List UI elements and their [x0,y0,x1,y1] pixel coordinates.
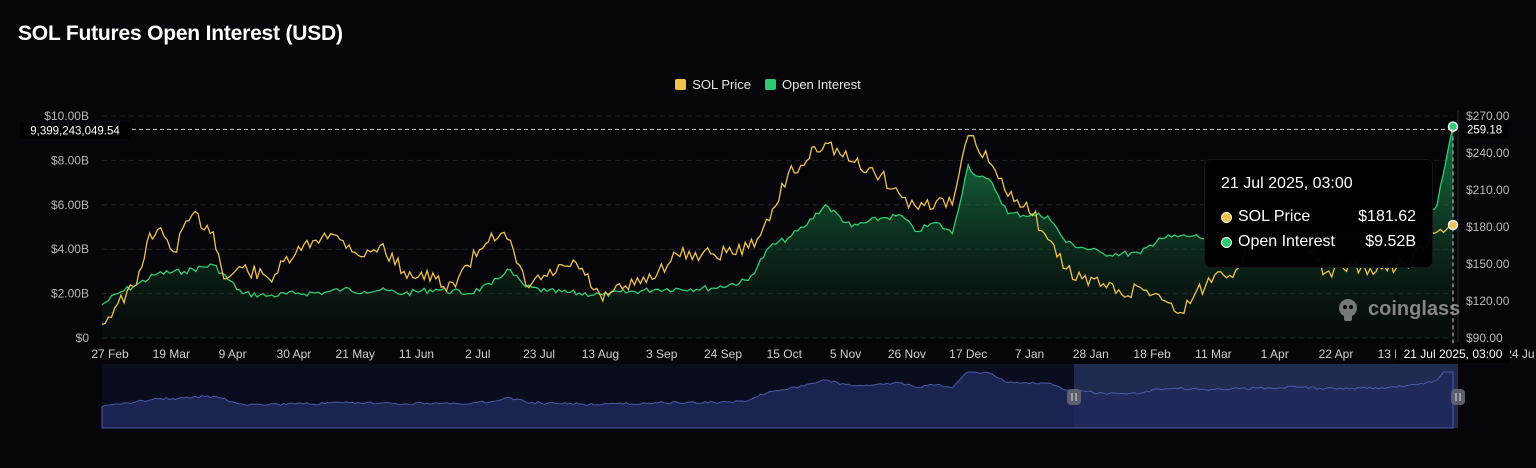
open-interest-area [102,126,1453,338]
x-tick-label: 19 Mar [153,347,190,361]
x-tick-label: 5 Nov [830,347,861,361]
chart-legend: SOL Price Open Interest [0,77,1536,92]
crosshair-right-label: 259.18 [1467,125,1502,137]
tooltip-row-sol-price: SOL Price $181.62 [1221,208,1416,226]
navigator-area [101,371,1454,429]
y-axis-left: $0 $2.00B $4.00B $6.00B $8.00B $10.00B [44,109,89,345]
navigator-handle-left[interactable] [1067,389,1081,405]
x-tick-label: 1 Apr [1261,347,1289,361]
chart-title: SOL Futures Open Interest (USD) [18,22,343,45]
y-left-tick-label: $8.00B [51,153,89,167]
x-tick-label: 13 Aug [582,347,619,361]
x-tick-label: 3 Sep [646,347,678,361]
y-right-tick-label: $180.00 [1466,220,1510,234]
tooltip-dot-open-interest [1221,236,1232,248]
y-right-tick-label: $240.00 [1466,146,1510,160]
y-left-tick-label: $0 [76,331,90,345]
x-tick-label: 30 Apr [277,347,312,361]
x-tick-label: 26 Nov [888,347,926,361]
y-right-tick-label: $270.00 [1466,109,1510,123]
crosshair-x-label: 21 Jul 2025, 03:00 [1404,347,1503,361]
range-navigator[interactable] [101,364,1465,429]
tooltip-dot-sol-price [1221,211,1232,223]
x-axis: 27 Feb 19 Mar 9 Apr 30 Apr 21 May 11 Jun 2 Jul… [91,347,1534,361]
navigator-handle-right[interactable] [1451,389,1465,405]
crosshair: 9,399,243,049.54 259.18 21 Jul 2025, 03:… [20,121,1510,363]
x-tick-label: 17 Dec [949,347,987,361]
x-tick-label: 24 Ju [1505,347,1534,361]
coinglass-watermark: coinglass [1336,296,1460,322]
y-right-tick-label: $120.00 [1466,294,1510,308]
tooltip-value-sol-price: $181.62 [1358,208,1416,225]
y-axis-right: $90.00 $120.00 $150.00 $180.00 $210.00 $240.0… [1457,109,1510,345]
y-left-tick-label: $2.00B [51,287,89,301]
legend-item-sol-price[interactable]: SOL Price [675,77,751,92]
tooltip-name-sol-price: SOL Price [1238,208,1311,225]
x-tick-label: 15 Oct [767,347,803,361]
coinglass-logo-icon [1339,299,1357,321]
tooltip-name-open-interest: Open Interest [1238,233,1335,250]
x-tick-label: 11 Mar [1195,347,1231,361]
legend-label-sol-price: SOL Price [692,77,751,92]
legend-item-open-interest[interactable]: Open Interest [764,77,861,92]
x-tick-label: 23 Jul [523,347,555,361]
tooltip-date: 21 Jul 2025, 03:00 [1221,175,1353,192]
x-tick-label: 7 Jan [1015,347,1044,361]
x-tick-label: 2 Jul [465,347,490,361]
y-right-tick-label: $150.00 [1466,257,1510,271]
y-left-tick-label: $6.00B [51,198,89,212]
x-tick-label: 27 Feb [91,347,129,361]
x-tick-label: 18 Feb [1133,347,1171,361]
tooltip-value-open-interest: $9.52B [1365,233,1416,250]
x-tick-label: 9 Apr [219,347,247,361]
x-tick-label: 28 Jan [1073,347,1109,361]
y-right-tick-label: $210.00 [1466,183,1510,197]
tooltip: 21 Jul 2025, 03:00 SOL Price $181.62 Ope… [1205,160,1432,267]
tooltip-row-open-interest: Open Interest $9.52B [1221,233,1416,251]
legend-swatch-open-interest [764,79,776,90]
x-tick-label: 24 Sep [704,347,742,361]
y-left-tick-label: $4.00B [51,242,89,256]
crosshair-left-label-bg [20,122,130,139]
crosshair-left-label: 9,399,243,049.54 [30,126,120,138]
legend-swatch-sol-price [675,79,687,90]
watermark-text: coinglass [1368,297,1461,320]
legend-label-open-interest: Open Interest [781,77,861,92]
y-left-tick-label: $10.00B [44,109,89,123]
crosshair-x-label-bg [1396,345,1510,363]
x-tick-label: 22 Apr [1319,347,1354,361]
x-tick-label: 11 Jun [399,347,434,361]
x-tick-label: 21 May [336,347,375,361]
sol-price-line [101,135,1454,326]
y-right-tick-label: $90.00 [1466,331,1503,345]
crosshair-right-label-bg [1463,121,1508,138]
